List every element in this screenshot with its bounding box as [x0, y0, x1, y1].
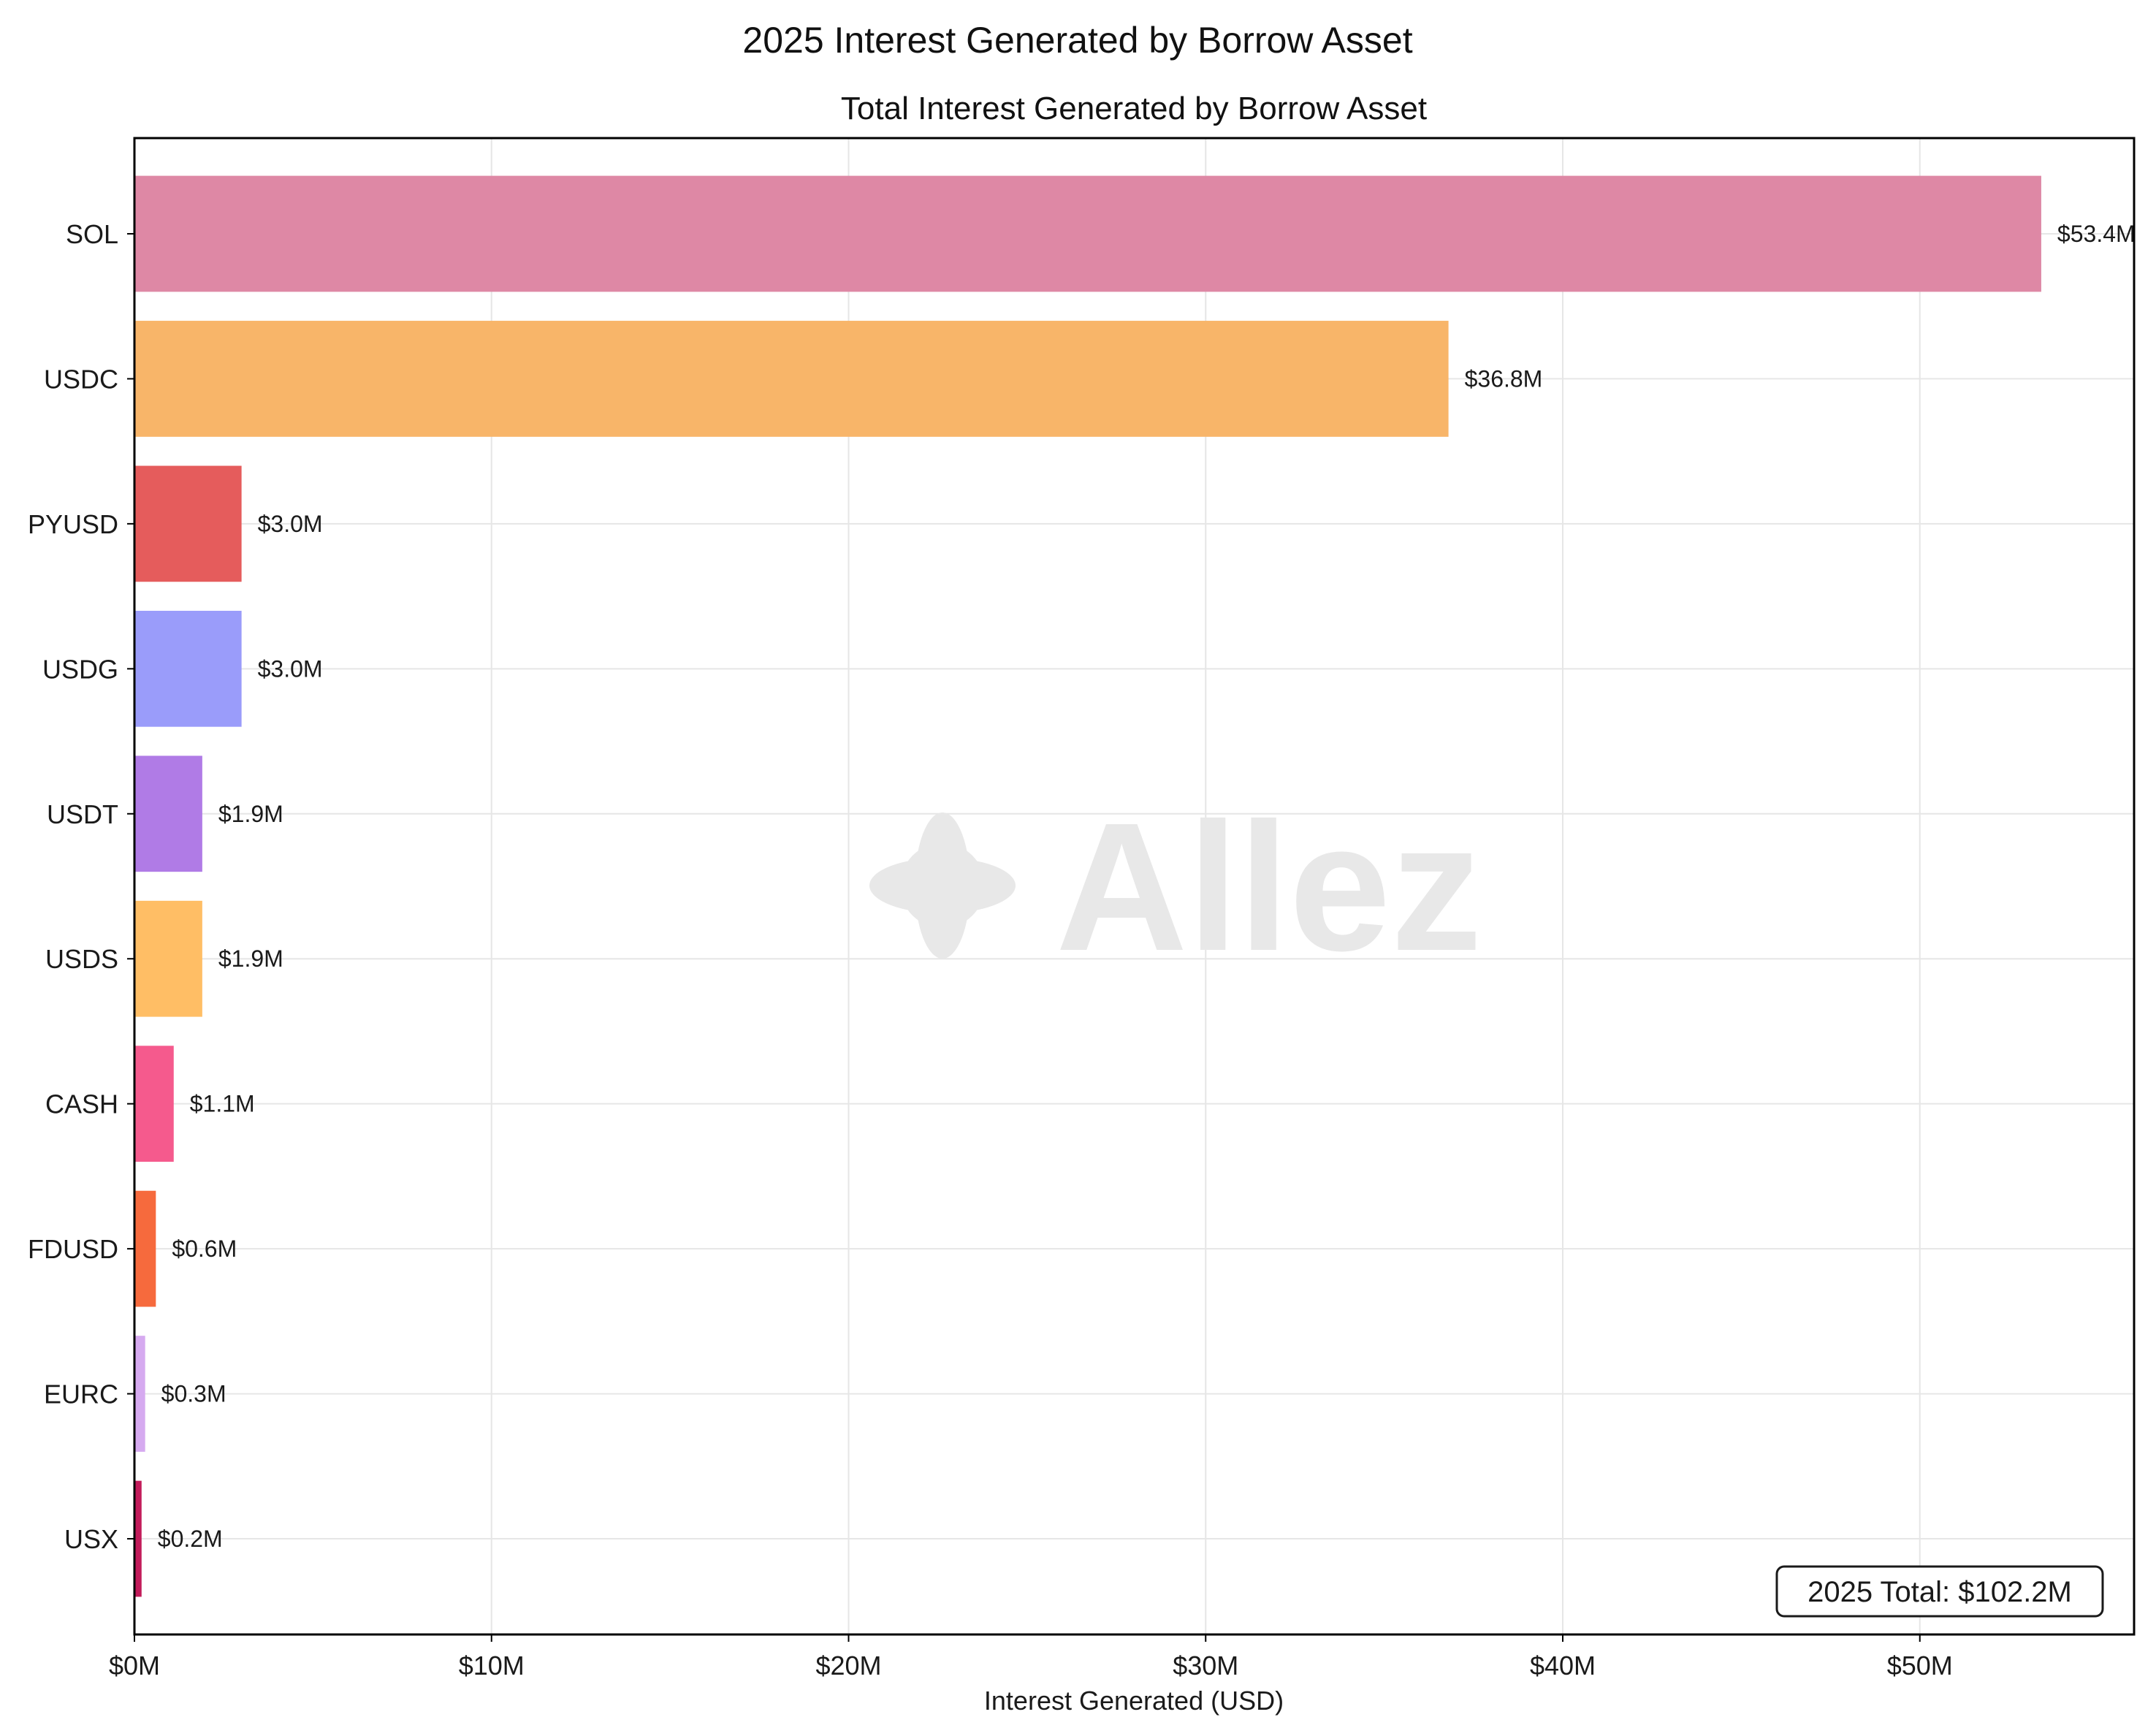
y-tick-label-fdusd: FDUSD — [28, 1234, 118, 1264]
value-label-usdt: $1.9M — [218, 801, 283, 827]
bar-usds — [134, 900, 202, 1017]
x-axis-ticks: $0M $10M $20M $30M $40M $50M — [109, 1634, 1953, 1681]
y-tick-label-usds: USDS — [45, 944, 118, 974]
total-annotation-box — [1775, 1565, 2104, 1618]
x-axis-label: Interest Generated (USD) — [984, 1686, 1284, 1716]
figure-suptitle: 2025 Interest Generated by Borrow Asset — [742, 20, 1412, 61]
y-tick-label-sol: SOL — [66, 219, 118, 249]
y-tick-label-usdg: USDG — [42, 654, 118, 684]
total-annotation: 2025 Total: $102.2M — [1775, 1565, 2104, 1618]
value-label-sol: $53.4M — [2057, 221, 2136, 247]
x-tick-label: $50M — [1887, 1651, 1953, 1681]
value-label-usdg: $3.0M — [258, 655, 323, 682]
y-tick-label-usdt: USDT — [47, 799, 118, 829]
y-tick-label-eurc: EURC — [44, 1379, 118, 1409]
bar-cash — [134, 1046, 174, 1162]
x-tick-label: $0M — [109, 1651, 160, 1681]
value-label-pyusd: $3.0M — [258, 511, 323, 537]
value-labels: $53.4M $36.8M $3.0M $3.0M $1.9M $1.9M $1.1M $0.… — [158, 221, 2136, 1552]
y-tick-label-usdc: USDC — [44, 364, 118, 394]
bar-fdusd — [134, 1190, 156, 1307]
bar-usdt — [134, 755, 202, 872]
y-axis-ticks: SOL USDC PYUSD USDG USDT USDS CASH FDUSD EURC USX — [28, 219, 134, 1554]
bar-usdc — [134, 321, 1449, 437]
chart-title: Total Interest Generated by Borrow Asset — [841, 91, 1427, 126]
value-label-usds: $1.9M — [218, 945, 283, 972]
allez-logo-icon — [869, 812, 1016, 959]
value-label-eurc: $0.3M — [161, 1381, 226, 1407]
bar-usx — [134, 1480, 142, 1597]
plot-frame — [133, 137, 2136, 1636]
bars — [134, 175, 2041, 1597]
value-label-usdc: $36.8M — [1465, 365, 1543, 392]
x-tick-label: $20M — [815, 1651, 881, 1681]
total-annotation-text: 2025 Total: $102.2M — [1808, 1576, 2072, 1608]
watermark-text: Allez — [1056, 785, 1482, 989]
bar-sol — [134, 175, 2041, 292]
watermark: Allez — [869, 785, 1482, 989]
y-tick-label-usx: USX — [64, 1524, 118, 1554]
bar-pyusd — [134, 465, 242, 582]
bar-usdg — [134, 610, 242, 727]
x-tick-label: $40M — [1530, 1651, 1596, 1681]
value-label-cash: $1.1M — [190, 1091, 255, 1117]
y-tick-label-pyusd: PYUSD — [28, 509, 118, 539]
value-label-fdusd: $0.6M — [172, 1236, 237, 1262]
x-tick-label: $30M — [1173, 1651, 1238, 1681]
bar-eurc — [134, 1336, 145, 1452]
x-tick-label: $10M — [459, 1651, 525, 1681]
value-label-usx: $0.2M — [158, 1526, 223, 1552]
y-tick-label-cash: CASH — [45, 1089, 118, 1119]
